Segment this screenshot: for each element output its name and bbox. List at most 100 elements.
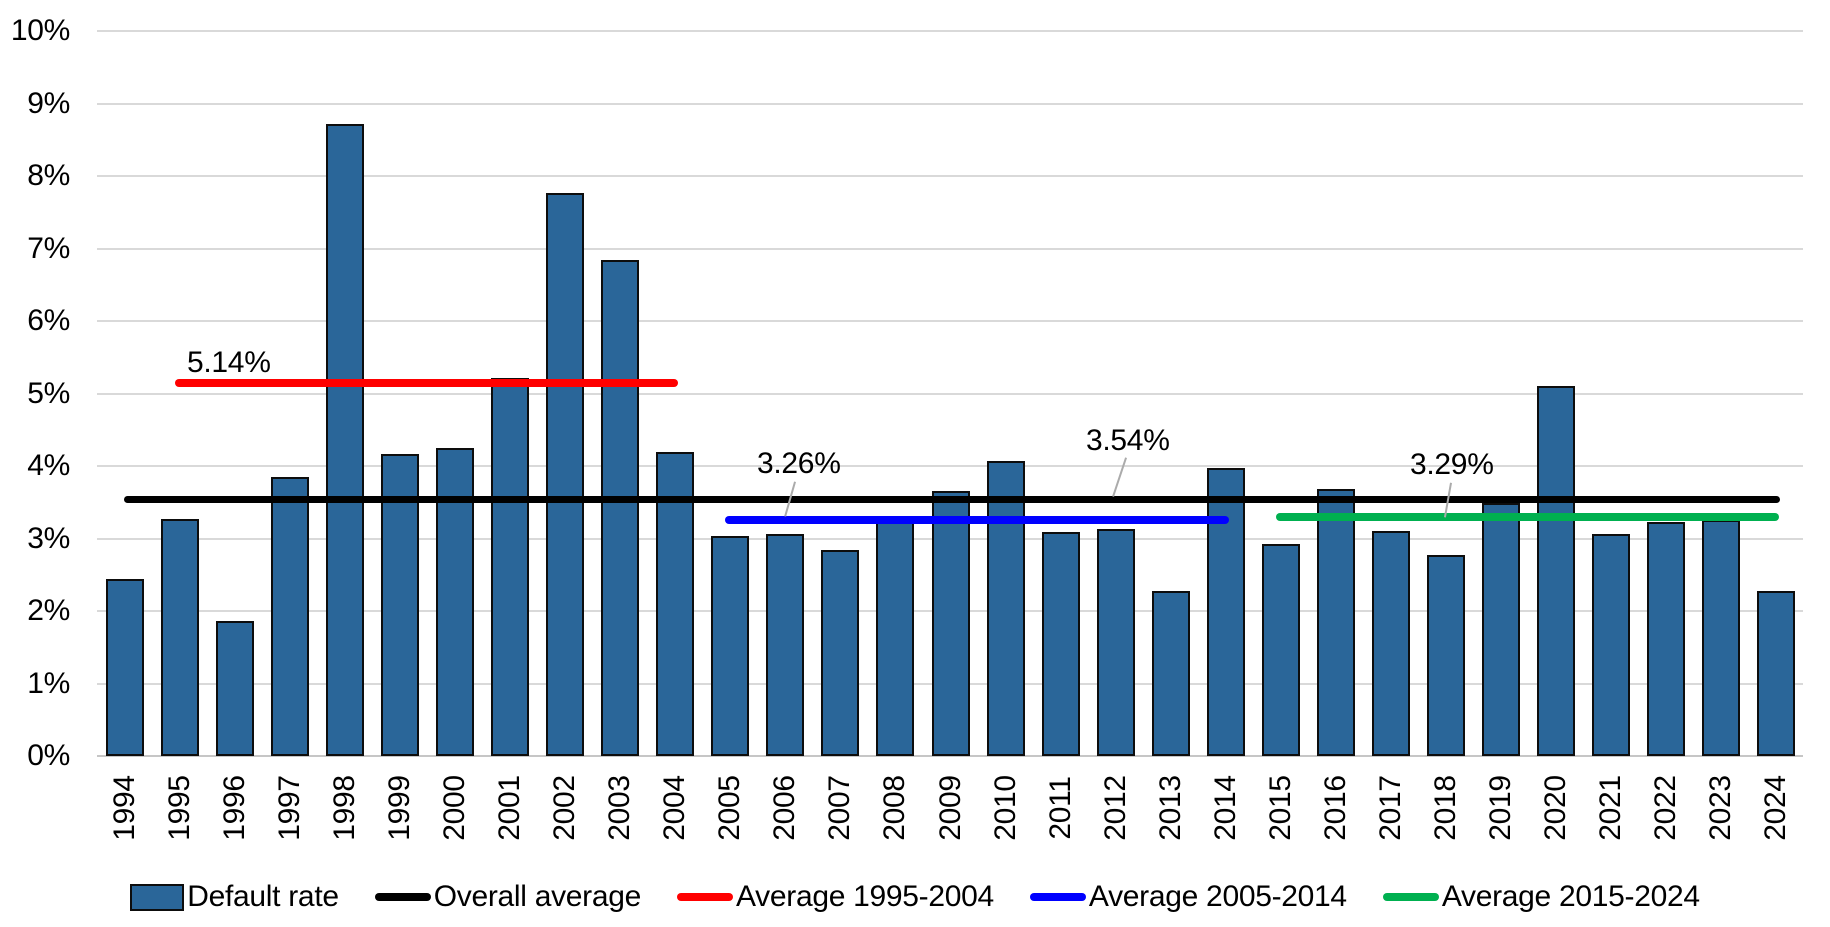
y-axis-label-2%: 2%: [27, 594, 70, 627]
x-axis-label-1998: 1998: [328, 775, 362, 841]
y-axis-label-7%: 7%: [27, 231, 70, 265]
bar-2008: [876, 516, 915, 756]
legend-item-average-2005-2014: Average 2005-2014: [1029, 880, 1347, 914]
line-swatch-icon: [374, 893, 431, 901]
bar-2022: [1646, 521, 1685, 756]
bar-1996: [216, 621, 255, 756]
x-axis-label-2012: 2012: [1098, 775, 1132, 841]
bar-2005: [711, 536, 750, 756]
bar-2019: [1481, 502, 1520, 756]
x-axis-label-1994: 1994: [108, 775, 141, 841]
y-axis-label-0%: 0%: [27, 739, 70, 772]
x-axis-label-2022: 2022: [1648, 775, 1682, 841]
average-2005-2014-line: [725, 515, 1229, 524]
bar-2012: [1096, 529, 1135, 756]
bar-2011: [1041, 531, 1080, 756]
gridline-8%: [97, 175, 1803, 177]
x-axis-label-2023: 2023: [1703, 775, 1737, 841]
bar-2002: [546, 192, 585, 756]
x-axis-label-2021: 2021: [1593, 775, 1627, 841]
bar-2021: [1591, 534, 1630, 756]
legend-item-average-1995-2004: Average 1995-2004: [677, 880, 994, 914]
bar-1999: [381, 453, 420, 756]
bar-2001: [491, 378, 530, 756]
legend-item-default-rate: Default rate: [130, 880, 339, 914]
x-axis-label-1996: 1996: [218, 775, 252, 841]
annotation-leader-line: [1112, 457, 1127, 497]
bar-swatch-icon: [130, 883, 185, 911]
bar-1998: [326, 123, 365, 756]
line-swatch-icon: [677, 893, 734, 901]
x-axis-label-1999: 1999: [383, 775, 417, 841]
bar-2016: [1316, 489, 1355, 756]
x-axis-label-2002: 2002: [548, 775, 582, 841]
x-axis-label-2008: 2008: [878, 775, 912, 841]
average-1995-2004-line: [175, 379, 679, 388]
x-axis-label-2000: 2000: [438, 775, 472, 841]
x-axis-label-2013: 2013: [1153, 775, 1187, 841]
x-axis-label-2005: 2005: [713, 775, 747, 841]
legend-label: Overall average: [433, 880, 642, 913]
x-axis-label-2020: 2020: [1538, 775, 1572, 841]
annotation-3.29%: 3.29%: [1410, 448, 1494, 481]
y-axis-label-1%: 1%: [27, 666, 70, 700]
gridline-5%: [97, 392, 1803, 395]
bar-2000: [436, 447, 475, 756]
line-swatch-icon: [1382, 893, 1439, 901]
line-swatch-icon: [1029, 893, 1086, 901]
bar-2020: [1536, 386, 1575, 756]
y-axis-label-4%: 4%: [27, 449, 70, 482]
bar-2017: [1371, 530, 1410, 756]
y-axis-label-10%: 10%: [10, 14, 70, 47]
bar-2004: [656, 452, 695, 756]
bar-2006: [766, 534, 805, 756]
bar-2013: [1151, 590, 1190, 756]
legend: Default rate Overall average Average 1995-…: [0, 880, 1830, 914]
x-axis-label-2016: 2016: [1318, 775, 1352, 841]
bar-2014: [1206, 468, 1245, 756]
x-axis-label-2017: 2017: [1373, 775, 1407, 841]
annotation-3.26%: 3.26%: [757, 447, 841, 480]
x-axis-label-2015: 2015: [1263, 775, 1297, 841]
bar-2023: [1701, 519, 1740, 756]
bar-2009: [931, 490, 970, 756]
x-axis-label-2018: 2018: [1428, 775, 1462, 841]
x-axis-label-2001: 2001: [493, 775, 527, 841]
bar-2018: [1426, 555, 1465, 756]
y-axis-label-5%: 5%: [27, 376, 70, 410]
bar-1995: [161, 518, 200, 756]
x-axis-label-2024: 2024: [1759, 775, 1792, 841]
legend-item-overall-average: Overall average: [374, 880, 642, 914]
average-2015-2024-line: [1275, 513, 1779, 522]
bar-1994: [106, 579, 144, 756]
annotation-5.14%: 5.14%: [187, 346, 271, 379]
x-axis-label-1997: 1997: [273, 775, 307, 841]
gridline-4%: [97, 465, 1803, 467]
legend-label: Average 2015-2024: [1441, 880, 1700, 913]
bar-2010: [986, 460, 1025, 756]
y-axis-label-8%: 8%: [27, 159, 70, 192]
bar-2003: [601, 260, 640, 756]
gridline-9%: [97, 102, 1803, 105]
legend-item-average-2015-2024: Average 2015-2024: [1382, 880, 1700, 914]
y-axis-label-9%: 9%: [27, 86, 70, 120]
bar-1997: [271, 476, 310, 756]
legend-label: Default rate: [187, 880, 339, 913]
x-axis-label-2004: 2004: [658, 775, 692, 841]
annotation-3.54%: 3.54%: [1086, 424, 1170, 457]
gridline-7%: [97, 247, 1803, 250]
x-axis-label-1995: 1995: [163, 775, 197, 841]
bar-2015: [1261, 544, 1300, 756]
x-axis-label-2009: 2009: [933, 775, 967, 841]
x-axis-label-2014: 2014: [1208, 775, 1242, 841]
legend-label: Average 2005-2014: [1088, 880, 1347, 913]
bar-2007: [821, 550, 860, 756]
y-axis-label-3%: 3%: [27, 521, 70, 555]
x-axis-label-2010: 2010: [988, 775, 1022, 841]
x-axis-label-2007: 2007: [823, 775, 857, 841]
gridline-6%: [97, 320, 1803, 322]
legend-label: Average 1995-2004: [736, 880, 994, 913]
y-axis-label-6%: 6%: [27, 304, 70, 337]
gridline-0%: [97, 755, 1803, 757]
